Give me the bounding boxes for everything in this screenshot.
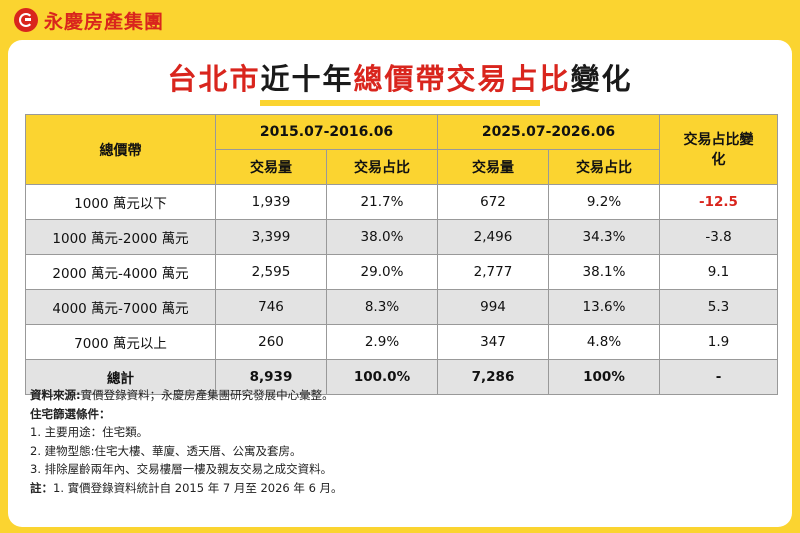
cell-volume-1: 260	[215, 324, 327, 360]
header-volume-2: 交易量	[437, 149, 549, 185]
title-city: 台北市	[167, 62, 261, 96]
page-title: 台北市近十年總價帶交易占比變化	[8, 56, 792, 98]
criteria-1: 1. 主要用途：住宅類。	[30, 425, 149, 439]
cell-volume-1: 3,399	[215, 219, 327, 255]
cell-total-volume-2: 7,286	[437, 359, 549, 395]
cell-change: 5.3	[659, 289, 778, 325]
header-period2: 2025.07-2026.06	[437, 114, 660, 150]
brand-bar: 永慶房產集團	[0, 0, 220, 40]
cell-volume-2: 347	[437, 324, 549, 360]
cell-volume-1: 1,939	[215, 184, 327, 220]
cell-share-2: 38.1%	[548, 254, 660, 290]
cell-band: 4000 萬元-7000 萬元	[25, 289, 216, 325]
source-label: 資料來源:	[30, 388, 81, 402]
cell-total-change: -	[659, 359, 778, 395]
cell-change: -12.5	[659, 184, 778, 220]
cell-total-label: 總計	[25, 359, 216, 395]
header-period1: 2015.07-2016.06	[215, 114, 438, 150]
note-text: 1. 實價登錄資料統計自 2015 年 7 月至 2026 年 6 月。	[53, 480, 343, 495]
cell-band: 2000 萬元-4000 萬元	[25, 254, 216, 290]
header-change: 交易占比變化	[659, 114, 778, 185]
brand-name: 永慶房產集團	[44, 10, 165, 33]
footnotes: 資料來源:實價登錄資料；永慶房產集團研究發展中心彙整。 住宅篩選條件： 1. 主…	[30, 386, 770, 497]
cell-volume-1: 746	[215, 289, 327, 325]
criteria-label: 住宅篩選條件：	[30, 406, 111, 421]
cell-change: 9.1	[659, 254, 778, 290]
title-suffix: 變化	[570, 62, 633, 96]
cell-volume-2: 2,496	[437, 219, 549, 255]
cell-total-share-2: 100%	[548, 359, 660, 395]
header-price-band: 總價帶	[25, 114, 216, 185]
criteria-2: 2. 建物型態:住宅大樓、華廈、透天厝、公寓及套房。	[30, 443, 302, 458]
criteria-3: 3. 排除屋齡兩年內、交易樓層一樓及親友交易之成交資料。	[30, 462, 333, 476]
cell-band: 1000 萬元-2000 萬元	[25, 219, 216, 255]
table-row: 2000 萬元-4000 萬元 2,595 29.0% 2,777 38.1% …	[25, 254, 778, 290]
cell-change: -3.8	[659, 219, 778, 255]
table-row: 7000 萬元以上 260 2.9% 347 4.8% 1.9	[25, 324, 778, 360]
title-period: 近十年	[260, 62, 354, 96]
cell-share-1: 8.3%	[326, 289, 438, 325]
cell-share-2: 34.3%	[548, 219, 660, 255]
content-card: 台北市近十年總價帶交易占比變化 總價帶 2015.07-2016.06 2025…	[8, 40, 792, 527]
title-subject: 總價帶交易占比	[353, 62, 571, 96]
cell-share-2: 13.6%	[548, 289, 660, 325]
cell-volume-2: 2,777	[437, 254, 549, 290]
source-line: 資料來源:實價登錄資料；永慶房產集團研究發展中心彙整。	[30, 386, 770, 405]
table-total-row: 總計 8,939 100.0% 7,286 100% -	[25, 359, 778, 395]
cell-share-1: 21.7%	[326, 184, 438, 220]
note-label: 註：	[30, 480, 53, 495]
header-change-label: 交易占比變化	[683, 131, 754, 168]
source-text: 實價登錄資料；永慶房產集團研究發展中心彙整。	[80, 388, 334, 402]
cell-share-2: 9.2%	[548, 184, 660, 220]
cell-share-1: 2.9%	[326, 324, 438, 360]
header-share-1: 交易占比	[326, 149, 438, 185]
table-row: 1000 萬元-2000 萬元 3,399 38.0% 2,496 34.3% …	[25, 219, 778, 255]
cell-share-1: 29.0%	[326, 254, 438, 290]
title-underline	[260, 100, 540, 106]
note-line: 註：1. 實價登錄資料統計自 2015 年 7 月至 2026 年 6 月。	[30, 479, 770, 498]
header-share-2: 交易占比	[548, 149, 660, 185]
cell-volume-2: 994	[437, 289, 549, 325]
cell-band: 7000 萬元以上	[25, 324, 216, 360]
price-band-table: 總價帶 2015.07-2016.06 2025.07-2026.06 交易占比…	[25, 114, 778, 395]
cell-share-2: 4.8%	[548, 324, 660, 360]
table-row: 1000 萬元以下 1,939 21.7% 672 9.2% -12.5	[25, 184, 778, 220]
cell-share-1: 38.0%	[326, 219, 438, 255]
cell-volume-2: 672	[437, 184, 549, 220]
header-volume-1: 交易量	[215, 149, 327, 185]
cell-change: 1.9	[659, 324, 778, 360]
cell-band: 1000 萬元以下	[25, 184, 216, 220]
brand-logo-icon	[14, 8, 38, 32]
cell-total-share-1: 100.0%	[326, 359, 438, 395]
cell-volume-1: 2,595	[215, 254, 327, 290]
table-row: 4000 萬元-7000 萬元 746 8.3% 994 13.6% 5.3	[25, 289, 778, 325]
